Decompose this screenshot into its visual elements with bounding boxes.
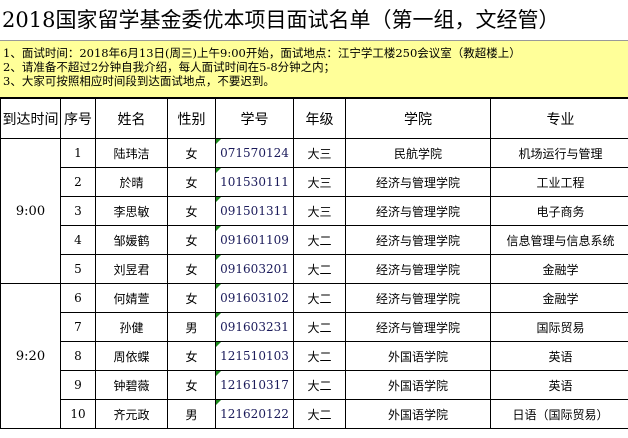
header-sex: 性别 xyxy=(167,98,216,139)
header-row: 到达时间 序号 姓名 性别 学号 年级 学院 专业 xyxy=(0,98,628,139)
cell-major: 机场运行与管理 xyxy=(490,138,628,168)
notes-box: 1、面试时间：2018年6月13日(周三)上午9:00开始，面试地点：江宁学工楼… xyxy=(0,40,628,98)
header-grade: 年级 xyxy=(293,98,346,139)
table-row: 9 钟碧薇女 121610317 大二 外国语学院 英语 xyxy=(1,370,628,400)
header-major: 专业 xyxy=(490,98,628,139)
cell-student-id: 121510103 xyxy=(215,341,294,371)
cell-grade: 大二 xyxy=(293,341,346,371)
cell-name: 陆玮洁 xyxy=(95,138,168,168)
note-1: 1、面试时间：2018年6月13日(周三)上午9:00开始，面试地点：江宁学工楼… xyxy=(3,46,521,60)
cell-major: 金融学 xyxy=(490,283,628,313)
cell-seq: 6 xyxy=(60,283,96,313)
table-row: 10 齐元政男 121620122 大二 外国语学院 日语（国际贸易） xyxy=(1,399,628,429)
table-row: 4 邹媛鹤女 091601109 大二 经济与管理学院 信息管理与信息系统 xyxy=(1,225,628,255)
cell-seq: 4 xyxy=(60,225,96,255)
cell-name: 李思敏 xyxy=(95,196,168,226)
cell-grade: 大二 xyxy=(293,283,346,313)
cell-sex: 男 xyxy=(167,399,216,429)
cell-sex: 男 xyxy=(167,312,216,342)
cell-name: 钟碧薇 xyxy=(95,370,168,400)
cell-college: 经济与管理学院 xyxy=(345,225,491,255)
interview-table: 到达时间 序号 姓名 性别 学号 年级 学院 专业 9:00 1 陆玮洁女 07157… xyxy=(0,98,628,429)
table-row: 9:20 6 何婧萱女 091603102 大二 经济与管理学院 金融学 xyxy=(0,283,628,429)
cell-sex: 女 xyxy=(167,138,216,168)
cell-major: 日语（国际贸易） xyxy=(490,399,628,429)
cell-seq: 5 xyxy=(60,254,96,284)
cell-major: 电子商务 xyxy=(490,196,628,226)
cell-student-id: 121620122 xyxy=(215,399,294,429)
cell-major: 英语 xyxy=(490,370,628,400)
cell-sex: 女 xyxy=(167,341,216,371)
cell-sex: 女 xyxy=(167,196,216,226)
header-no: 序号 xyxy=(60,98,96,139)
cell-seq: 3 xyxy=(60,196,96,226)
cell-major: 工业工程 xyxy=(490,167,628,197)
cell-college: 外国语学院 xyxy=(345,370,491,400)
cell-sex: 女 xyxy=(167,254,216,284)
table-row: 9:00 1 陆玮洁女 071570124 大三 民航学院 机场运行与管理 xyxy=(0,138,628,284)
cell-name: 何婧萱 xyxy=(95,283,168,313)
table-row: 3 李思敏女 091501311 大三 经济与管理学院 电子商务 xyxy=(1,196,628,226)
cell-college: 经济与管理学院 xyxy=(345,167,491,197)
arrival-time: 9:20 xyxy=(0,283,61,429)
cell-college: 外国语学院 xyxy=(345,399,491,429)
cell-student-id: 091601109 xyxy=(215,225,294,255)
cell-seq: 8 xyxy=(60,341,96,371)
cell-college: 经济与管理学院 xyxy=(345,312,491,342)
cell-college: 经济与管理学院 xyxy=(345,196,491,226)
cell-name: 孙健 xyxy=(95,312,168,342)
cell-seq: 2 xyxy=(60,167,96,197)
note-2: 2、请准备不超过2分钟自我介绍，每人面试时间在5-8分钟之内； xyxy=(3,60,336,74)
table-row: 5 刘昱君女 091603201 大二 经济与管理学院 金融学 xyxy=(1,254,628,284)
cell-student-id: 091603201 xyxy=(215,254,294,284)
table-row: 7 孙健男 091603231 大二 经济与管理学院 国际贸易 xyxy=(1,312,628,342)
cell-name: 周依蝶 xyxy=(95,341,168,371)
cell-college: 外国语学院 xyxy=(345,341,491,371)
cell-student-id: 091501311 xyxy=(215,196,294,226)
cell-major: 金融学 xyxy=(490,254,628,284)
cell-seq: 10 xyxy=(60,399,96,429)
header-college: 学院 xyxy=(345,98,491,139)
cell-student-id: 121610317 xyxy=(215,370,294,400)
cell-grade: 大二 xyxy=(293,254,346,284)
note-3: 3、大家可按照相应时间段到达面试地点，不要迟到。 xyxy=(3,74,275,88)
cell-student-id: 071570124 xyxy=(215,138,294,168)
cell-sex: 女 xyxy=(167,370,216,400)
cell-sex: 女 xyxy=(167,225,216,255)
cell-name: 齐元政 xyxy=(95,399,168,429)
cell-student-id: 101530111 xyxy=(215,167,294,197)
cell-sex: 女 xyxy=(167,283,216,313)
cell-sex: 女 xyxy=(167,167,216,197)
cell-name: 邹媛鹤 xyxy=(95,225,168,255)
cell-name: 刘昱君 xyxy=(95,254,168,284)
cell-seq: 7 xyxy=(60,312,96,342)
cell-grade: 大三 xyxy=(293,196,346,226)
cell-major: 英语 xyxy=(490,341,628,371)
header-time: 到达时间 xyxy=(0,98,61,139)
table-row: 8 周依蝶女 121510103 大二 外国语学院 英语 xyxy=(1,341,628,371)
cell-seq: 9 xyxy=(60,370,96,400)
cell-grade: 大二 xyxy=(293,312,346,342)
cell-college: 经济与管理学院 xyxy=(345,254,491,284)
cell-grade: 大二 xyxy=(293,399,346,429)
cell-student-id: 091603102 xyxy=(215,283,294,313)
table-row: 2 於晴女 101530111 大三 经济与管理学院 工业工程 xyxy=(1,167,628,197)
cell-major: 国际贸易 xyxy=(490,312,628,342)
cell-grade: 大三 xyxy=(293,138,346,168)
cell-student-id: 091603231 xyxy=(215,312,294,342)
cell-grade: 大二 xyxy=(293,225,346,255)
cell-seq: 1 xyxy=(60,138,96,168)
cell-college: 经济与管理学院 xyxy=(345,283,491,313)
header-id: 学号 xyxy=(215,98,294,139)
cell-college: 民航学院 xyxy=(345,138,491,168)
page-title: 2018国家留学基金委优本项目面试名单（第一组，文经管） xyxy=(2,8,560,32)
cell-major: 信息管理与信息系统 xyxy=(490,225,628,255)
arrival-time: 9:00 xyxy=(0,138,61,284)
cell-grade: 大二 xyxy=(293,370,346,400)
cell-grade: 大三 xyxy=(293,167,346,197)
cell-name: 於晴 xyxy=(95,167,168,197)
header-name: 姓名 xyxy=(95,98,168,139)
